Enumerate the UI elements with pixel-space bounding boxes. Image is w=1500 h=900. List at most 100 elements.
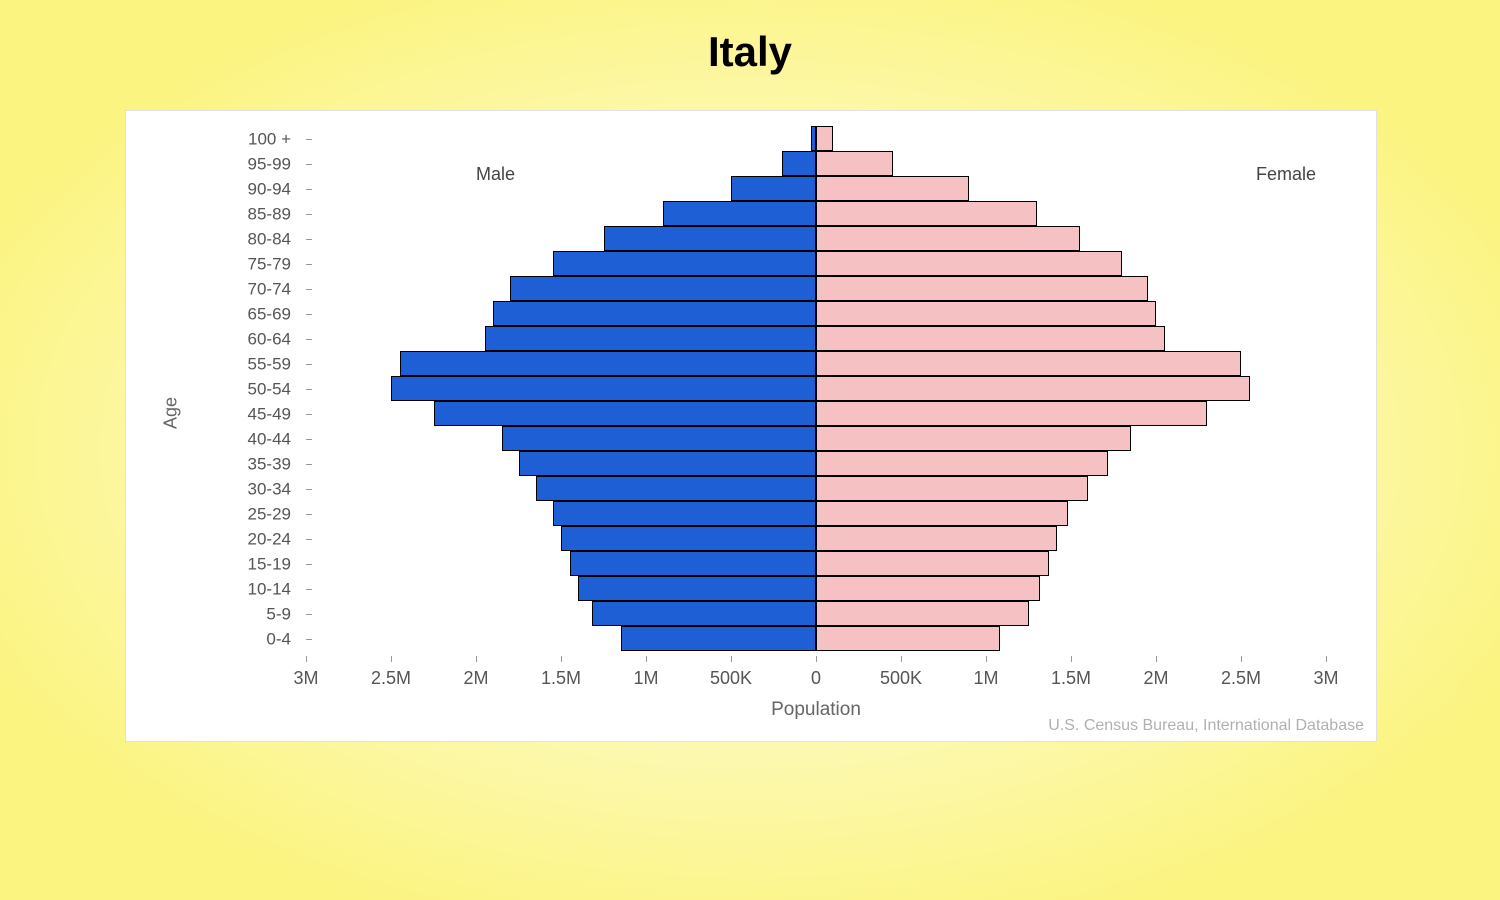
female-bar (816, 226, 1080, 251)
y-tick-label: 20-24 (191, 530, 291, 547)
y-tick-mark (306, 489, 312, 490)
y-tick-mark (306, 239, 312, 240)
x-tick-label: 1M (973, 668, 998, 689)
y-tick-label: 5-9 (191, 605, 291, 622)
x-tick-label: 1M (633, 668, 658, 689)
y-tick-mark (306, 264, 312, 265)
x-tick-mark (1241, 656, 1242, 662)
male-bar (604, 226, 817, 251)
male-bar (400, 351, 817, 376)
y-tick-mark (306, 439, 312, 440)
male-bar (493, 301, 816, 326)
x-tick-label: 2.5M (1221, 668, 1261, 689)
male-bar (391, 376, 816, 401)
female-bar (816, 201, 1037, 226)
y-tick-mark (306, 164, 312, 165)
y-tick-mark (306, 464, 312, 465)
y-tick-label: 0-4 (191, 630, 291, 647)
x-axis-ticks: 3M2.5M2M1.5M1M500K0500K1M1.5M2M2.5M3M (306, 656, 1326, 696)
y-tick-label: 100 + (191, 130, 291, 147)
male-bar (782, 151, 816, 176)
female-bar (816, 251, 1122, 276)
x-tick-mark (391, 656, 392, 662)
page-title: Italy (0, 28, 1500, 76)
female-bar (816, 526, 1057, 551)
x-tick-mark (731, 656, 732, 662)
x-tick-mark (561, 656, 562, 662)
x-tick-mark (986, 656, 987, 662)
female-bar (816, 476, 1088, 501)
female-legend-label: Female (1256, 164, 1316, 185)
male-bar (578, 576, 816, 601)
y-tick-mark (306, 289, 312, 290)
x-tick-label: 2.5M (371, 668, 411, 689)
y-tick-mark (306, 364, 312, 365)
x-tick-mark (476, 656, 477, 662)
x-tick-mark (646, 656, 647, 662)
female-bar (816, 576, 1040, 601)
x-tick-mark (1071, 656, 1072, 662)
y-tick-label: 80-84 (191, 230, 291, 247)
male-bar (731, 176, 816, 201)
x-tick-label: 500K (710, 668, 752, 689)
female-bar (816, 426, 1131, 451)
x-tick-mark (816, 656, 817, 662)
female-bar (816, 601, 1029, 626)
y-tick-label: 85-89 (191, 205, 291, 222)
male-bar (570, 551, 817, 576)
chart-frame: Age 0-45-910-1415-1920-2425-2930-3435-39… (125, 110, 1377, 742)
male-bar (553, 251, 817, 276)
female-bar (816, 451, 1108, 476)
male-bar (519, 451, 817, 476)
x-tick-label: 1.5M (1051, 668, 1091, 689)
male-bar (434, 401, 817, 426)
plot-area: Male Female (306, 126, 1326, 651)
y-axis-title: Age (161, 397, 182, 429)
female-bar (816, 151, 893, 176)
y-tick-label: 35-39 (191, 455, 291, 472)
page: Italy Age 0-45-910-1415-1920-2425-2930-3… (0, 0, 1500, 900)
y-tick-label: 15-19 (191, 555, 291, 572)
y-tick-mark (306, 514, 312, 515)
y-tick-mark (306, 564, 312, 565)
x-tick-label: 3M (1313, 668, 1338, 689)
y-tick-mark (306, 189, 312, 190)
x-tick-label: 0 (811, 668, 821, 689)
y-tick-label: 40-44 (191, 430, 291, 447)
female-bar (816, 276, 1148, 301)
x-tick-mark (1156, 656, 1157, 662)
y-tick-label: 95-99 (191, 155, 291, 172)
y-axis-title-container: Age (161, 111, 181, 741)
y-tick-mark (306, 539, 312, 540)
x-tick-label: 3M (293, 668, 318, 689)
male-bar (621, 626, 817, 651)
y-tick-mark (306, 314, 312, 315)
y-tick-mark (306, 389, 312, 390)
y-tick-mark (306, 614, 312, 615)
x-tick-mark (1326, 656, 1327, 662)
y-tick-label: 90-94 (191, 180, 291, 197)
female-bar (816, 351, 1241, 376)
male-bar (592, 601, 816, 626)
y-tick-mark (306, 214, 312, 215)
male-bar (502, 426, 817, 451)
x-tick-mark (306, 656, 307, 662)
credit-text: U.S. Census Bureau, International Databa… (1048, 717, 1364, 735)
female-bar (816, 626, 1000, 651)
x-tick-label: 500K (880, 668, 922, 689)
y-tick-label: 10-14 (191, 580, 291, 597)
y-tick-label: 60-64 (191, 330, 291, 347)
x-tick-label: 2M (463, 668, 488, 689)
female-bar (816, 126, 833, 151)
x-tick-mark (901, 656, 902, 662)
x-tick-label: 2M (1143, 668, 1168, 689)
male-bar (663, 201, 816, 226)
y-tick-label: 50-54 (191, 380, 291, 397)
y-tick-label: 45-49 (191, 405, 291, 422)
y-tick-label: 70-74 (191, 280, 291, 297)
female-bar (816, 326, 1165, 351)
y-tick-label: 65-69 (191, 305, 291, 322)
y-tick-label: 30-34 (191, 480, 291, 497)
y-tick-label: 55-59 (191, 355, 291, 372)
male-bar (553, 501, 817, 526)
